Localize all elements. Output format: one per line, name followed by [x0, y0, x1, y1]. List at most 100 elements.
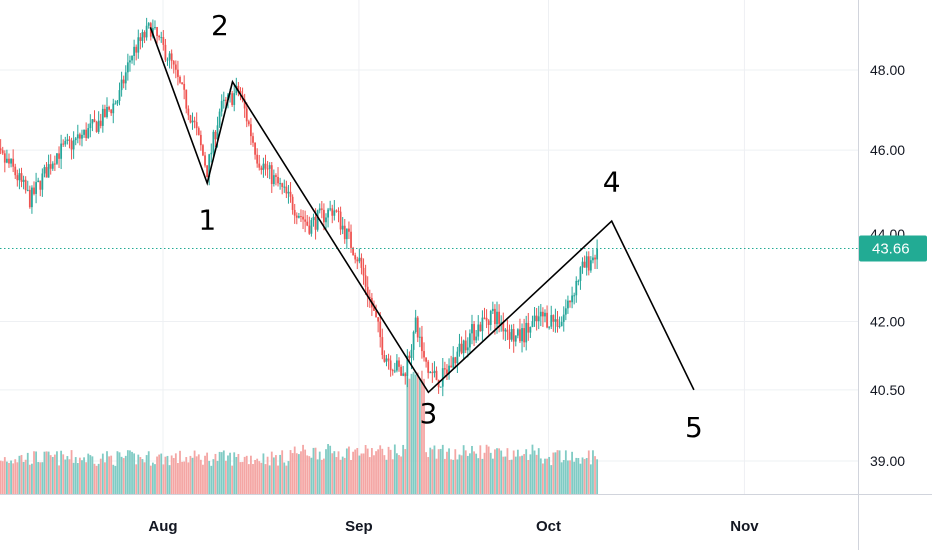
candle-body: [156, 27, 158, 37]
volume-bar: [85, 462, 88, 494]
candle-body: [118, 90, 121, 101]
volume-bar: [129, 450, 131, 494]
volume-bar: [306, 455, 309, 494]
candle-body: [260, 167, 263, 170]
volume-bar: [333, 451, 336, 494]
candle-body: [291, 196, 294, 210]
volume-bar: [141, 459, 144, 494]
price-tick-label: 42.00: [870, 313, 905, 329]
volume-bar: [110, 455, 113, 494]
volume-bar: [266, 456, 269, 494]
candle-body: [391, 370, 394, 372]
volume-bar: [308, 456, 311, 494]
price-tick-label: 46.00: [870, 142, 905, 158]
candle-body: [308, 225, 311, 234]
candle-body: [252, 136, 254, 143]
volume-bar: [262, 453, 265, 494]
volume-bar: [289, 450, 292, 494]
candle-body: [596, 248, 599, 260]
candle-body: [585, 256, 588, 268]
volume-bar: [423, 378, 425, 494]
volume-bar: [56, 451, 58, 494]
candle-body: [487, 320, 490, 325]
volume-bar: [216, 460, 219, 494]
volume-bar: [583, 459, 586, 494]
volume-bar: [104, 462, 106, 494]
candle-body: [210, 152, 213, 155]
volume-bar: [116, 451, 119, 494]
volume-bar: [573, 461, 576, 494]
volume-bar: [95, 465, 98, 494]
price-axis[interactable]: 48.00 46.00 42.00 40.50 39.00: [870, 62, 905, 469]
candle-body: [496, 311, 498, 325]
candle-body: [554, 319, 557, 322]
volume-bar: [479, 445, 482, 494]
volume-bar: [531, 444, 534, 494]
volume-bar: [0, 460, 2, 494]
volume-bar: [202, 464, 204, 494]
volume-bar: [91, 456, 94, 494]
volume-bar: [521, 455, 523, 494]
candle-body: [310, 220, 313, 234]
volume-bar: [391, 459, 394, 494]
volume-bar: [78, 457, 81, 494]
volume-bar: [149, 465, 152, 494]
candle-body: [14, 166, 17, 176]
candle-body: [531, 321, 534, 328]
volume-bar: [577, 458, 580, 494]
candle-body: [20, 173, 23, 182]
volume-bar: [139, 456, 142, 494]
volume-bar: [425, 452, 428, 494]
candle-body: [293, 209, 296, 216]
volume-bar: [252, 463, 254, 494]
volume-bar: [560, 462, 563, 494]
candle-body: [375, 310, 377, 318]
volume-bar: [195, 456, 198, 494]
candle-body: [197, 128, 200, 135]
candle-body: [78, 134, 81, 139]
candle-body: [529, 327, 532, 333]
volume-bar: [254, 459, 256, 494]
candle-body: [350, 231, 352, 248]
volume-bar: [264, 464, 267, 494]
candle-body: [177, 69, 179, 77]
volume-bar: [519, 456, 521, 494]
candle-body: [414, 317, 417, 332]
candle-body: [62, 143, 65, 145]
volume-bar: [314, 447, 317, 494]
volume-bar: [433, 445, 436, 494]
candle-body: [162, 37, 165, 45]
volume-bar: [208, 460, 211, 494]
candle-body: [81, 134, 83, 139]
candle-body: [51, 163, 54, 169]
candle-body: [47, 164, 50, 178]
time-axis[interactable]: Aug Sep Oct Nov: [148, 518, 759, 535]
volume-bar: [581, 457, 584, 494]
candle-body: [587, 256, 590, 271]
volume-bar: [177, 462, 179, 494]
volume-bar: [358, 455, 361, 494]
volume-bar: [166, 455, 169, 494]
candle-body: [5, 158, 8, 163]
volume-bar: [475, 453, 478, 494]
time-tick-label: Oct: [536, 518, 561, 535]
candle-body: [49, 164, 52, 169]
candle-body: [243, 99, 246, 109]
volume-bar: [233, 452, 236, 494]
candle-body: [400, 366, 402, 376]
volume-bar: [64, 459, 67, 494]
candle-body: [172, 61, 175, 65]
volume-bar: [339, 459, 342, 494]
candle-body: [402, 373, 405, 376]
candle-body: [106, 106, 108, 118]
volume-bar: [241, 461, 244, 494]
candle-body: [39, 180, 42, 190]
candle-body: [133, 46, 136, 56]
volume-bar: [147, 451, 150, 494]
candle-body: [433, 370, 436, 373]
candle-body: [406, 355, 409, 377]
candle-body: [53, 163, 56, 165]
candle-body: [410, 349, 413, 358]
candle-body: [558, 326, 561, 328]
